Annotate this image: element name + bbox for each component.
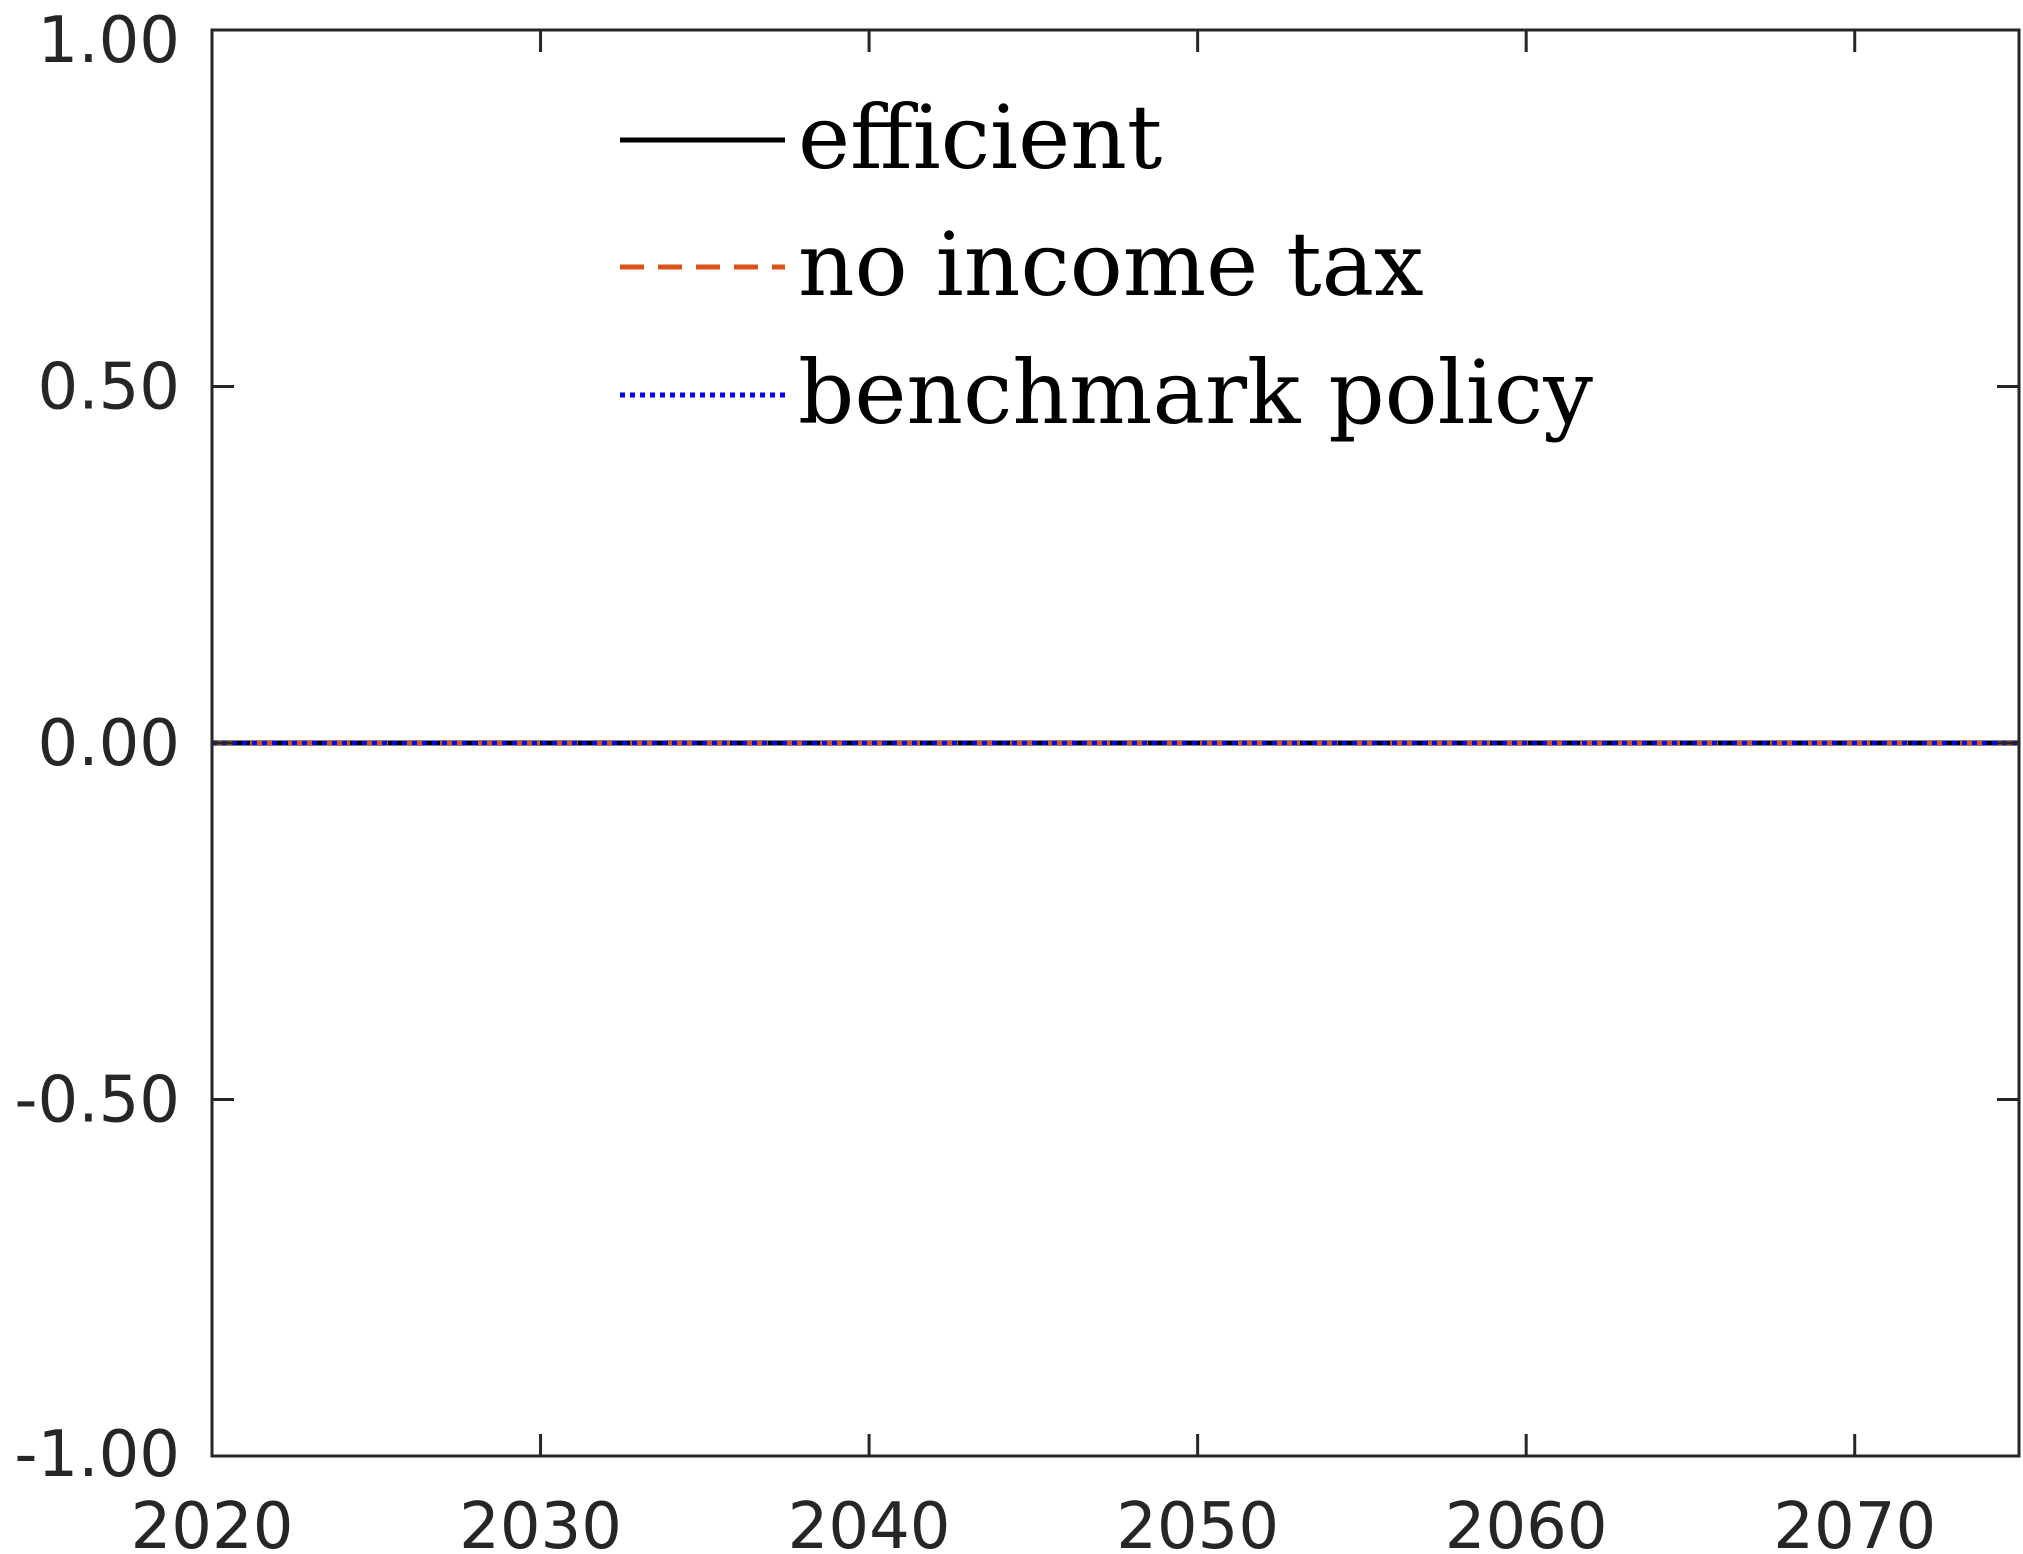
x-tick-label: 2070 (1773, 1490, 1936, 1554)
y-tick-label: -0.50 (14, 1064, 180, 1138)
x-tick-label: 2040 (788, 1490, 951, 1554)
x-tick-label: 2060 (1445, 1490, 1608, 1554)
legend-label-efficient: efficient (798, 86, 1162, 189)
x-tick-label: 2030 (459, 1490, 622, 1554)
y-tick-label: -1.00 (14, 1418, 180, 1492)
x-axis-tick-labels: 2020 2030 2040 2050 2060 2070 (131, 1490, 1937, 1554)
legend-label-no-income-tax: no income tax (798, 213, 1424, 316)
y-tick-label: 1.00 (38, 4, 181, 78)
y-tick-label: 0.50 (38, 351, 181, 425)
y-tick-label: 0.00 (38, 707, 181, 781)
legend-label-benchmark-policy: benchmark policy (798, 341, 1593, 444)
x-tick-label: 2020 (131, 1490, 294, 1554)
y-axis-tick-labels: -1.00 -0.50 0.00 0.50 1.00 (14, 4, 180, 1492)
x-tick-label: 2050 (1116, 1490, 1279, 1554)
legend: efficient no income tax benchmark policy (620, 86, 1593, 444)
plot-border (210, 28, 2021, 1458)
